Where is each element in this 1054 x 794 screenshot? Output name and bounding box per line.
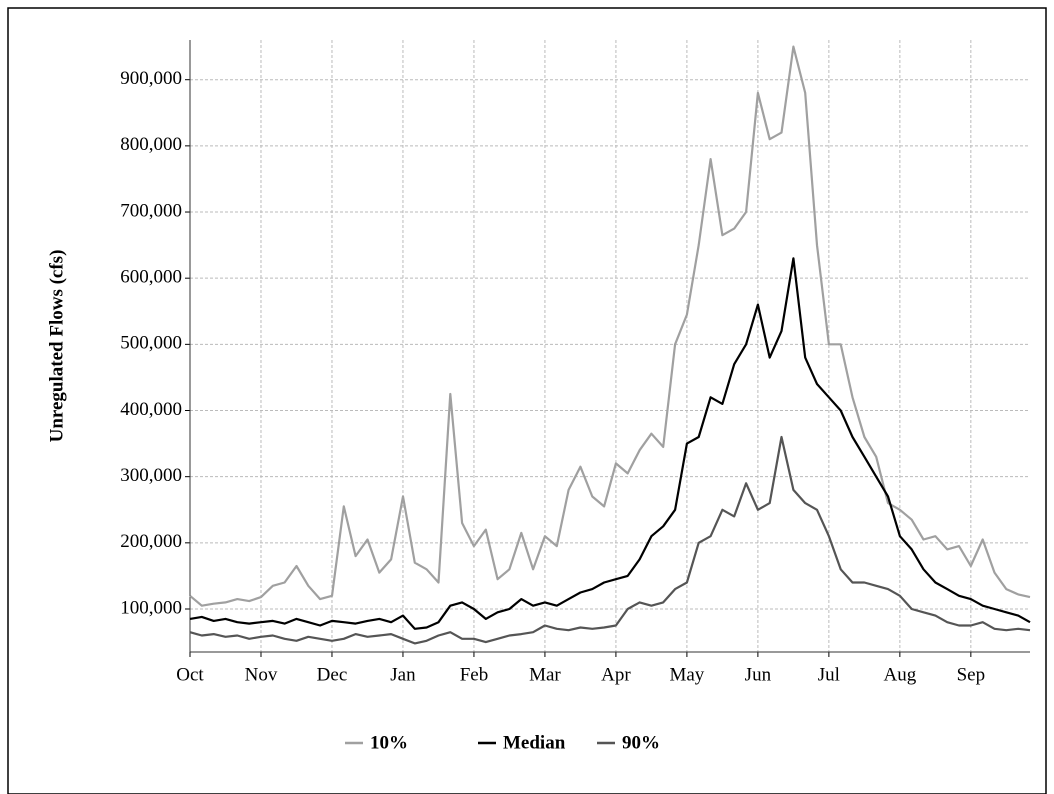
y-tick-label: 300,000: [120, 465, 182, 486]
y-tick-label: 100,000: [120, 597, 182, 618]
x-tick-label: Nov: [245, 664, 278, 685]
y-tick-label: 500,000: [120, 333, 182, 354]
x-tick-label: Feb: [460, 664, 489, 685]
x-tick-label: Apr: [601, 664, 631, 685]
frame: [7, 7, 1047, 794]
y-tick-label: 900,000: [120, 68, 182, 89]
x-tick-label: Dec: [317, 664, 348, 685]
x-tick-label: Jun: [745, 664, 772, 685]
y-axis-label: Unregulated Flows (cfs): [46, 250, 67, 443]
x-tick-label: May: [669, 664, 704, 685]
y-tick-label: 200,000: [120, 531, 182, 552]
x-tick-label: Sep: [957, 664, 986, 685]
series-line: [189, 257, 1031, 630]
x-tick-label: Aug: [883, 664, 916, 685]
x-tick-label: Jan: [390, 664, 416, 685]
legend-label: 10%: [370, 732, 408, 753]
legend-label: Median: [503, 732, 566, 753]
y-tick-label: 800,000: [120, 134, 182, 155]
x-tick-label: Jul: [818, 664, 840, 685]
series-line: [189, 435, 1031, 645]
x-tick-label: Oct: [176, 664, 204, 685]
series-line: [189, 45, 1031, 607]
y-tick-label: 400,000: [120, 399, 182, 420]
legend-label: 90%: [622, 732, 660, 753]
y-tick-label: 700,000: [120, 200, 182, 221]
x-tick-label: Mar: [529, 664, 561, 685]
y-tick-label: 600,000: [120, 267, 182, 288]
